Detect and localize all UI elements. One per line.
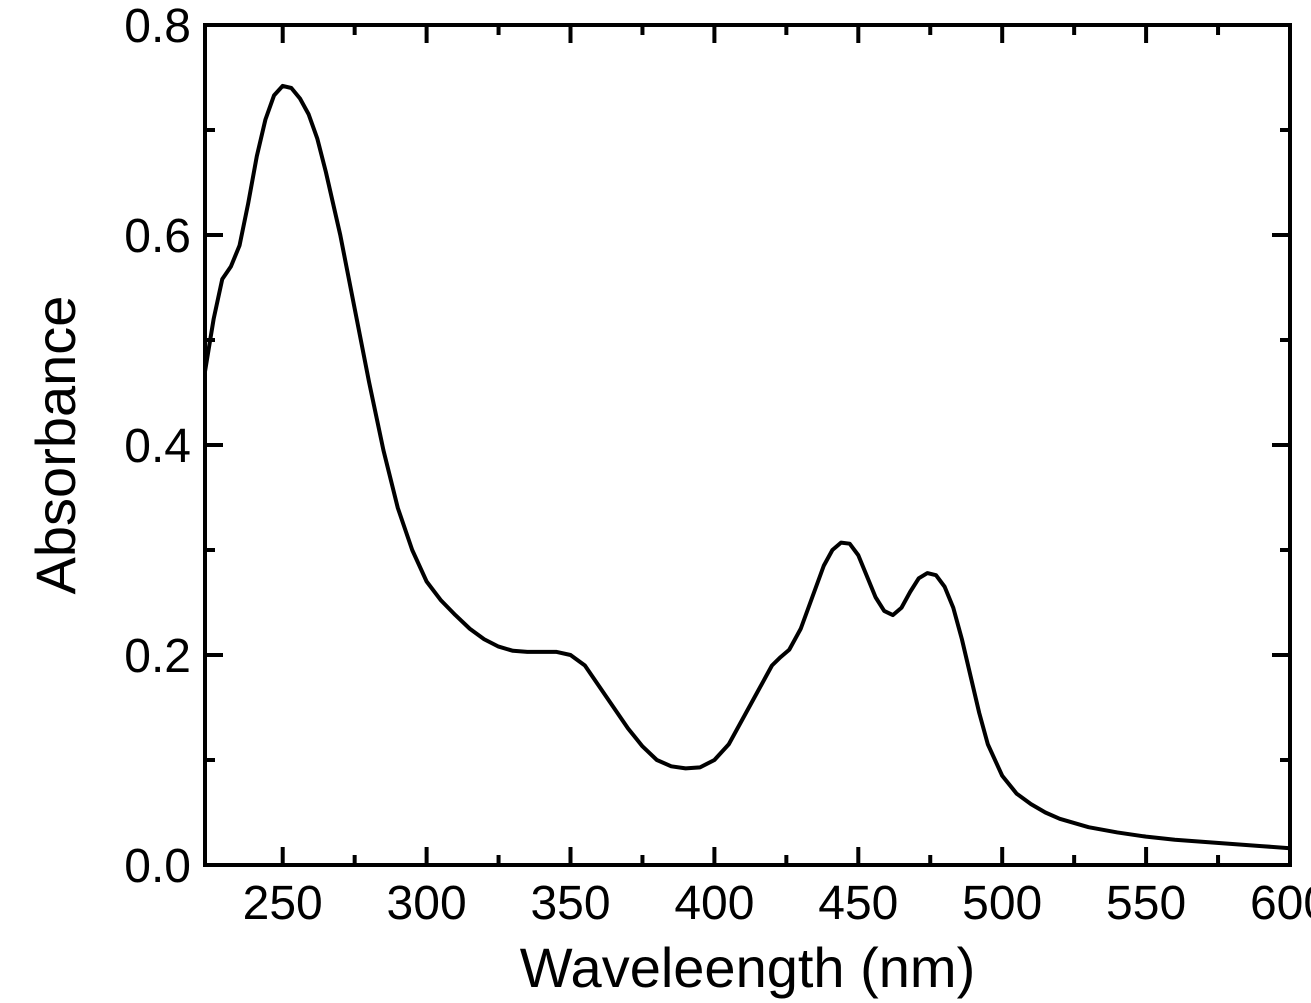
chart-svg: 250 300 350 400 450 500 550 600 0.0 0.2 0.4 0.6 0.8 W… — [0, 0, 1311, 1003]
x-axis-label: Waveleength (nm) — [520, 936, 975, 999]
x-tick-label: 450 — [818, 877, 898, 930]
x-tick-label: 600 — [1250, 877, 1311, 930]
x-tick-label: 300 — [387, 877, 467, 930]
y-tick-label: 0.4 — [124, 420, 191, 473]
x-tick-label: 500 — [962, 877, 1042, 930]
y-axis-label: Absorbance — [24, 296, 87, 595]
x-tick-label: 350 — [530, 877, 610, 930]
x-tick-label: 550 — [1106, 877, 1186, 930]
x-tick-label: 400 — [674, 877, 754, 930]
y-tick-label: 0.8 — [124, 0, 191, 53]
y-tick-label: 0.6 — [124, 210, 191, 263]
y-tick-label: 0.2 — [124, 630, 191, 683]
x-tick-label: 250 — [243, 877, 323, 930]
y-tick-label: 0.0 — [124, 840, 191, 893]
spectrum-chart: 250 300 350 400 450 500 550 600 0.0 0.2 0.4 0.6 0.8 W… — [0, 0, 1311, 1003]
